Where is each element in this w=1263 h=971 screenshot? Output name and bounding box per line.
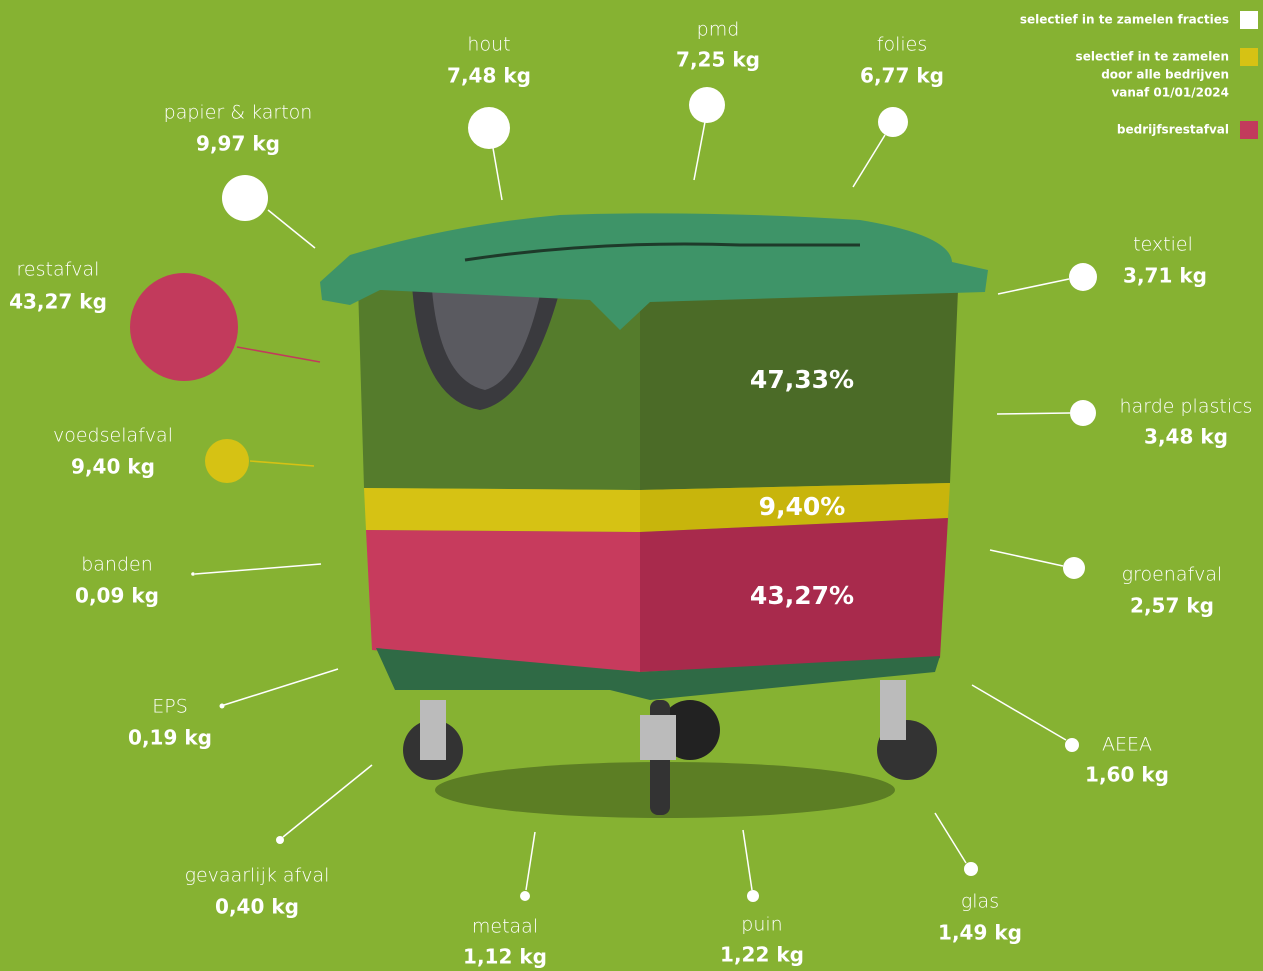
segment-percentage: 43,27% [750,581,854,610]
fraction-amount: 0,19 kg [128,726,212,750]
fraction-circle [1063,557,1085,579]
fraction-label: metaal [472,916,538,938]
caster [880,680,906,740]
bin-face [366,530,640,672]
fraction-circle [964,862,978,876]
infographic: papier & karton 9,97 kg hout 7,48 kg pmd 7,25… [0,0,1263,971]
fraction-circle [1065,738,1079,752]
fraction-circle [130,273,238,381]
fraction-label: hout [467,34,510,56]
legend-label: bedrijfsrestafval [1117,123,1229,137]
fraction-circle [689,87,725,123]
fraction-circle [205,439,249,483]
caster [640,715,676,760]
fraction-label: harde plastics [1120,396,1253,418]
fraction-label: groenafval [1122,564,1223,586]
fraction-circle [520,891,530,901]
fraction-label: pmd [697,19,740,41]
fraction-circle [468,107,510,149]
fraction-label: gevaarlijk afval [185,865,330,887]
legend-label: door alle bedrijven [1101,68,1229,82]
caster [420,700,446,760]
fraction-amount: 6,77 kg [860,64,944,88]
fraction-label: voedselafval [53,425,173,447]
fraction-amount: 9,97 kg [196,132,280,156]
fraction-amount: 7,48 kg [447,64,531,88]
fraction-label: EPS [152,696,188,718]
fraction-circle [747,890,759,902]
fraction-label: glas [961,891,999,913]
fraction-circle [1069,263,1097,291]
fraction-amount: 3,71 kg [1123,264,1207,288]
segment-percentage: 9,40% [759,492,846,521]
fraction-circle [276,836,284,844]
fraction-circle [220,704,225,709]
fraction-label: AEEA [1102,734,1152,756]
fraction-amount: 7,25 kg [676,48,760,72]
fraction-circle [222,175,268,221]
legend-swatch [1240,11,1258,29]
fraction-label: restafval [17,259,100,281]
fraction-amount: 43,27 kg [9,290,107,314]
fraction-amount: 1,22 kg [720,943,804,967]
fraction-amount: 1,49 kg [938,921,1022,945]
legend-swatch [1240,48,1258,66]
fraction-circle [191,572,195,576]
fraction-label: folies [877,34,927,56]
fraction-amount: 2,57 kg [1130,594,1214,618]
fraction-amount: 0,40 kg [215,895,299,919]
fraction-amount: 3,48 kg [1144,425,1228,449]
segment-percentage: 47,33% [750,365,854,394]
fraction-label: puin [741,914,782,936]
fraction-label: banden [81,554,153,576]
legend-label: selectief in te zamelen fracties [1020,13,1229,27]
fraction-label: papier & karton [164,102,313,124]
fraction-circle [1070,400,1096,426]
fraction-label: textiel [1133,234,1193,256]
legend-label: selectief in te zamelen [1076,50,1229,64]
container-bin [320,213,988,818]
legend-swatch [1240,121,1258,139]
fraction-amount: 0,09 kg [75,584,159,608]
fraction-amount: 1,60 kg [1085,763,1169,787]
bin-face [364,488,640,532]
fraction-amount: 9,40 kg [71,455,155,479]
fraction-amount: 1,12 kg [463,945,547,969]
fraction-circle [878,107,908,137]
legend-label: vanaf 01/01/2024 [1111,86,1229,100]
connector [997,413,1070,414]
